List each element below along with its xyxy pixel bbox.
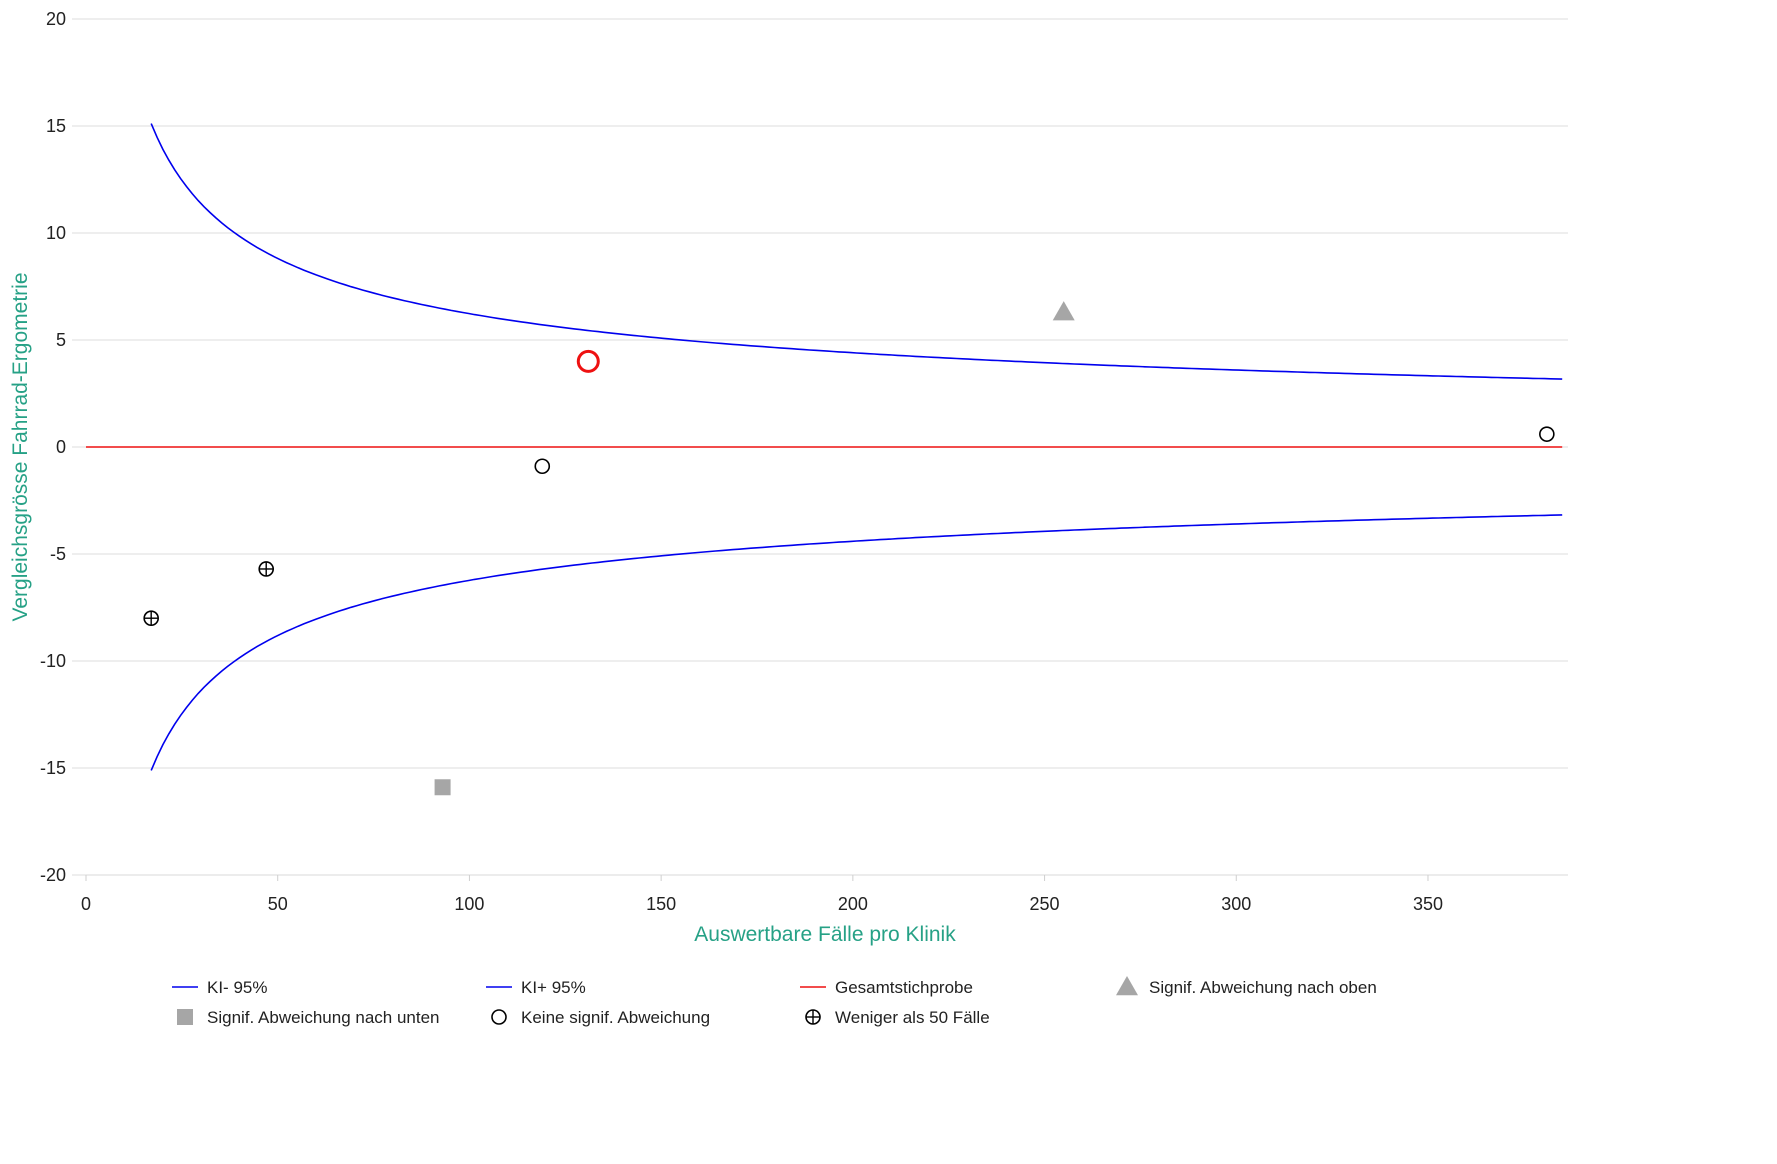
- y-tick-label: -5: [50, 544, 66, 564]
- x-axis-ticks: 0 50 100 150 200 250 300 350: [81, 875, 1443, 914]
- y-axis-title: Vergleichsgrösse Fahrrad-Ergometrie: [9, 273, 32, 622]
- series-lines: [86, 123, 1563, 771]
- legend-swatch: [805, 1009, 821, 1025]
- legend-label: KI+ 95%: [521, 978, 586, 997]
- y-tick-label: -20: [40, 865, 66, 885]
- x-tick-label: 100: [454, 894, 484, 914]
- y-tick-label: 0: [56, 437, 66, 457]
- legend-label: KI- 95%: [207, 978, 267, 997]
- y-axis-ticks: -20 -15 -10 -5 0 5 10 15 20: [40, 9, 66, 885]
- data-point: [143, 610, 159, 627]
- data-point: [258, 561, 275, 577]
- data-point: [1539, 426, 1555, 442]
- data-point: [1052, 301, 1075, 321]
- legend-item: KI- 95%: [172, 978, 267, 997]
- legend-label: Weniger als 50 Fälle: [835, 1008, 990, 1027]
- legend-label: Keine signif. Abweichung: [521, 1008, 710, 1027]
- legend-label: Signif. Abweichung nach oben: [1149, 978, 1377, 997]
- y-tick-label: -15: [40, 758, 66, 778]
- y-tick-label: -10: [40, 651, 66, 671]
- legend-item: KI+ 95%: [486, 978, 586, 997]
- legend-item: Signif. Abweichung nach unten: [177, 1008, 440, 1027]
- x-tick-label: 300: [1221, 894, 1251, 914]
- x-axis-title: Auswertbare Fälle pro Klinik: [694, 923, 956, 946]
- x-tick-label: 350: [1413, 894, 1443, 914]
- data-point-highlight: [576, 349, 600, 373]
- legend-item: Gesamtstichprobe: [800, 978, 973, 997]
- x-tick-label: 0: [81, 894, 91, 914]
- x-tick-label: 150: [646, 894, 676, 914]
- x-tick-label: 250: [1030, 894, 1060, 914]
- legend-item: Weniger als 50 Fälle: [805, 1008, 990, 1027]
- legend-label: Signif. Abweichung nach unten: [207, 1008, 440, 1027]
- y-tick-label: 20: [46, 9, 66, 29]
- legend: KI- 95% KI+ 95% Gesamtstichprobe Signif. Ab…: [172, 976, 1377, 1027]
- y-tick-label: 10: [46, 223, 66, 243]
- funnel-chart: -20 -15 -10 -5 0 5 10 15 20 0 50 100 150 200 250 300 35…: [9, 9, 1568, 1027]
- data-point: [534, 458, 551, 475]
- y-tick-label: 15: [46, 116, 66, 136]
- legend-swatch: [1116, 976, 1138, 996]
- data-point: [434, 779, 451, 796]
- legend-item: Signif. Abweichung nach oben: [1116, 976, 1377, 997]
- series-line-ki-95-: [150, 123, 1563, 380]
- x-tick-label: 200: [838, 894, 868, 914]
- data-points: [143, 301, 1555, 796]
- legend-swatch: [177, 1009, 193, 1025]
- y-tick-label: 5: [56, 330, 66, 350]
- legend-swatch: [491, 1009, 507, 1025]
- x-tick-label: 50: [268, 894, 288, 914]
- legend-item: Keine signif. Abweichung: [491, 1008, 710, 1027]
- series-line-ki-95-: [150, 514, 1563, 771]
- legend-label: Gesamtstichprobe: [835, 978, 973, 997]
